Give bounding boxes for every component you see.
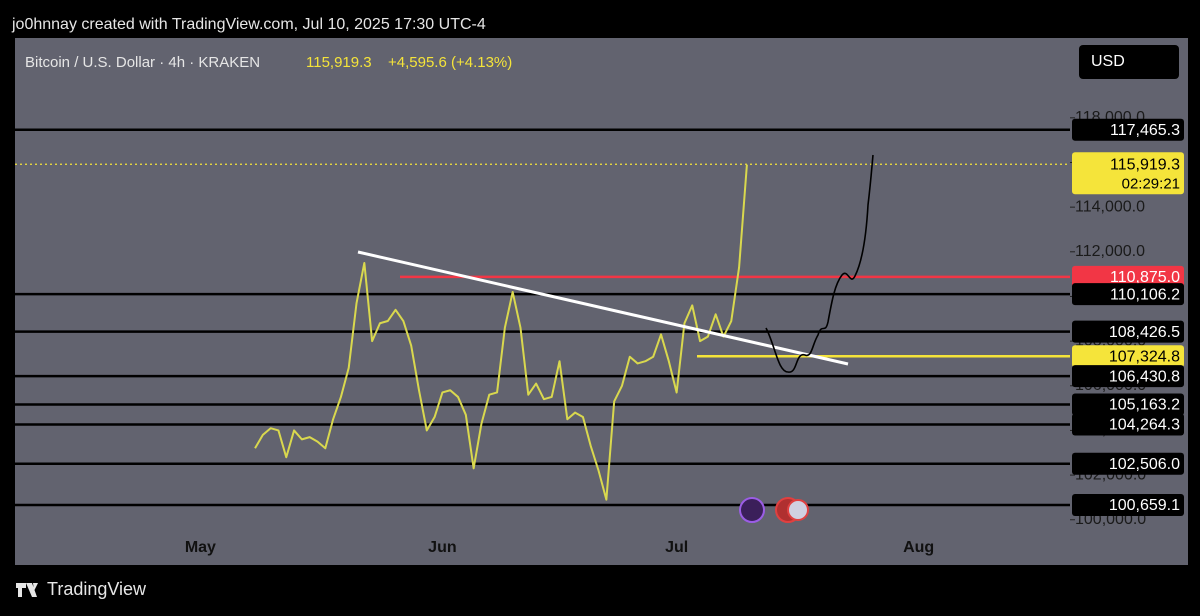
x-tick-label: May [185,539,216,556]
event-icon[interactable] [787,499,809,521]
countdown: 02:29:21 [1122,175,1180,192]
projection-drawing [765,154,874,373]
price-level-box [1072,283,1184,306]
x-tick-label: Jun [428,539,456,556]
price-level-box [1072,345,1184,368]
price-level-label: 104,264.3 [1109,417,1180,434]
event-icon[interactable] [739,497,765,523]
price-level-box [1072,452,1184,475]
price-change: +4,595.6 (+4.13%) [388,54,512,71]
price-level-label: 107,324.8 [1109,348,1180,365]
last-price: 115,919.3 [306,54,372,71]
price-level-label: 117,465.3 [1110,122,1180,139]
price-level-label: 100,659.1 [1109,497,1180,514]
brand-logo [16,583,38,597]
y-tick-label: 114,000.0 [1075,198,1145,215]
price-level-box [1072,494,1184,517]
price-line [254,164,748,501]
trend-line [357,250,849,366]
y-tick-label: 112,000.0 [1075,243,1145,260]
price-level-label: 110,875.0 [1110,269,1180,286]
price-level-label: 105,163.2 [1109,397,1180,414]
price-level-box [1072,393,1184,416]
plot-panel [15,38,1070,565]
price-level-box [1072,265,1184,288]
x-tick-label: Jul [665,539,688,556]
price-level-label: 106,430.8 [1109,368,1180,385]
price-series [254,164,748,501]
x-tick-label: Aug [903,539,934,556]
attribution: jo0hnnay created with TradingView.com, J… [11,16,486,33]
price-level-box [1072,413,1184,436]
price-level-label: 102,506.0 [1109,456,1180,473]
current-price-box [1072,152,1184,195]
current-price-label: 115,919.3 [1110,157,1180,174]
price-level-box [1072,365,1184,388]
currency-label: USD [1091,53,1125,70]
price-level-label: 108,426.5 [1109,324,1180,341]
brand: TradingView [47,579,147,599]
x-axis: May Jun Jul Aug [185,539,934,556]
symbol-title: Bitcoin / U.S. Dollar · 4h · KRAKEN [25,54,260,71]
price-level-box [1072,320,1184,343]
currency-button[interactable] [1079,45,1179,79]
price-level-box [1072,118,1184,141]
price-level-label: 110,106.2 [1110,286,1180,303]
